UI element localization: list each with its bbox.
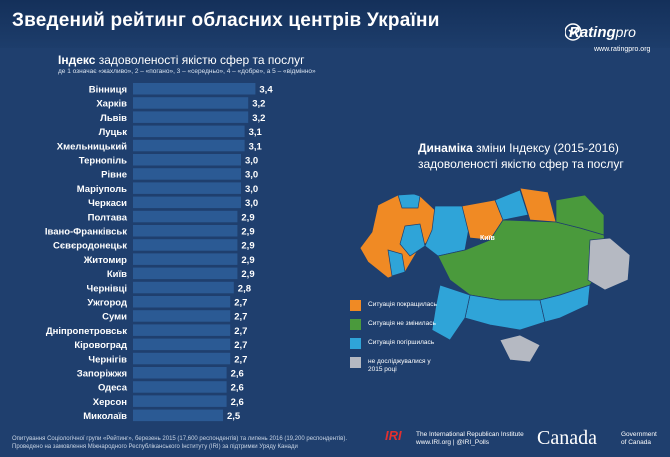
government-of-canada: Government of Canada [621,431,657,446]
bar [133,338,231,351]
bar-category-label: Полтава [88,212,128,223]
iri-text: The International Republican Institute ww… [416,431,524,446]
bar-value-label: 3,2 [252,113,265,124]
bar [133,196,241,209]
bar [133,83,256,95]
bar-category-label: Луцьк [99,127,128,138]
bar [133,139,245,152]
bar [133,111,249,123]
bar-value-label: 2,9 [241,241,254,252]
bar [133,367,227,379]
bar-category-label: Дніпропетровськ [46,326,127,337]
bar-category-label: Чернівці [87,283,127,294]
bar [133,310,231,322]
bar [133,125,245,138]
canada-wordmark: Canada [537,427,597,449]
rating-logo [565,23,582,41]
bar [133,395,227,407]
bar-category-label: Київ [107,269,127,280]
bar-value-label: 2,7 [234,326,247,337]
bar-value-label: 3,0 [245,198,258,209]
bar-value-label: 2,6 [231,383,244,394]
header-bar [0,0,670,48]
bar-category-label: Херсон [93,397,128,408]
bar [133,225,238,237]
bar-value-label: 2,6 [231,369,244,380]
bar [133,97,249,109]
bar-value-label: 3,1 [249,141,263,152]
bar [133,352,231,365]
bar-category-label: Кіровоград [74,340,127,351]
bar [133,281,234,294]
bar [133,324,231,336]
page-title: Зведений рейтинг обласних центрів Україн… [12,10,440,31]
bar-value-label: 2,7 [234,340,247,351]
bar-value-label: 2,7 [234,312,247,323]
bar-category-label: Запоріжжя [77,369,127,380]
bar-value-label: 2,8 [238,283,251,294]
bar-category-label: Ужгород [87,298,127,309]
logo-text: Ratingpro [569,24,636,41]
iri-logo: IRI [385,428,402,443]
bar-category-label: Івано-Франківськ [45,227,127,238]
bar-value-label: 3,0 [245,184,258,195]
bar-value-label: 3,2 [252,99,265,110]
bar-category-label: Черкаси [88,198,127,209]
bar-category-label: Миколаїв [83,411,127,422]
bar [133,182,241,194]
footer-note-2: Проведено на замовлення Міжнародного Рес… [12,444,298,450]
logo-url: www.ratingpro.org [594,46,651,53]
map-title: Динаміка зміни Індексу (2015-2016) задов… [418,141,624,171]
bar-category-label: Тернопіль [79,156,127,167]
bar-category-label: Рівне [101,170,127,181]
index-title: Індекс задоволеності якістю сфер та посл… [58,53,305,67]
index-subtitle: де 1 означає «жахливо», 2 – «погано», 3 … [58,68,316,75]
bar-value-label: 3,0 [245,156,258,167]
bar-value-label: 2,7 [234,354,247,365]
bar [133,253,238,265]
bar-value-label: 2,7 [234,298,247,309]
bar [133,154,241,166]
bar-value-label: 3,4 [259,85,273,96]
bar-category-label: Суми [102,312,127,323]
bar [133,267,238,280]
bar-category-label: Маріуполь [77,184,127,195]
bar-category-label: Житомир [83,255,127,266]
bar [133,210,238,223]
bar-category-label: Хмельницький [57,141,127,152]
bar-value-label: 2,9 [241,227,254,238]
bar-category-label: Сєвєродонецьк [53,241,127,252]
bar-category-label: Вінниця [89,85,127,96]
bar-value-label: 2,6 [231,397,244,408]
bar [133,296,231,308]
bar-value-label: 3,1 [249,127,263,138]
bar-value-label: 2,9 [241,212,254,223]
bar-value-label: 2,5 [227,411,241,422]
map-label-kyiv: Київ [480,235,496,242]
footer-note: Опитування Соціологічної групи «Рейтинг»… [12,436,348,442]
bar-value-label: 2,9 [241,269,254,280]
bar [133,381,227,393]
bar-category-label: Чернігів [88,354,127,365]
bar [133,409,223,422]
bar [133,168,241,180]
bar-value-label: 2,9 [241,255,254,266]
bar [133,239,238,251]
bar-category-label: Львів [100,113,127,124]
bar-value-label: 3,0 [245,170,258,181]
bar-category-label: Одеса [98,383,128,394]
bar-category-label: Харків [96,99,127,110]
